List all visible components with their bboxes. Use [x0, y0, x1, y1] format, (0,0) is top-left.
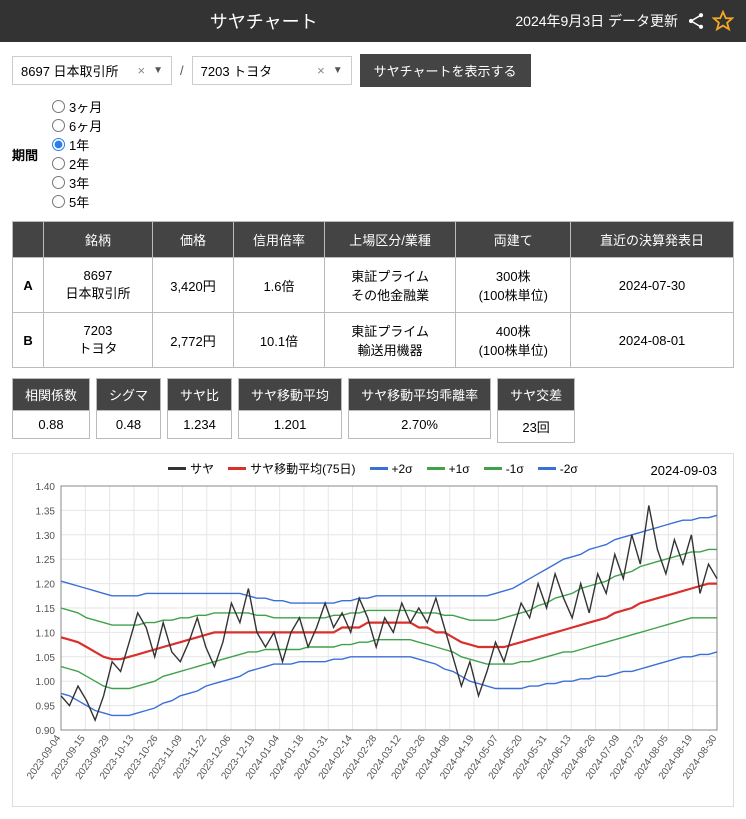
chevron-down-icon: ▼ — [153, 65, 163, 76]
table-header: 信用倍率 — [234, 222, 325, 258]
clear-icon[interactable]: × — [138, 63, 146, 78]
header-icons — [686, 10, 734, 32]
divider-slash: / — [180, 63, 184, 78]
stat-header: サヤ交差 — [497, 378, 575, 411]
period-option[interactable]: 3年 — [52, 173, 102, 192]
legend-item: サヤ移動平均(75日) — [228, 460, 355, 477]
stat-header: サヤ移動平均乖離率 — [348, 378, 491, 411]
table-cell: 10.1倍 — [234, 313, 325, 368]
table-header: 上場区分/業種 — [324, 222, 456, 258]
table-cell: 300株(100株単位) — [456, 258, 571, 313]
app-header: サヤチャート 2024年9月3日 データ更新 — [0, 0, 746, 42]
data-update-label: 2024年9月3日 データ更新 — [515, 11, 678, 31]
stock-a-value: 8697 日本取引所 — [21, 61, 130, 80]
table-cell: B — [13, 313, 44, 368]
stat-box: サヤ移動平均1.201 — [238, 378, 342, 443]
table-cell: 2024-07-30 — [571, 258, 734, 313]
table-row: B7203トヨタ2,772円10.1倍東証プライム輸送用機器400株(100株単… — [13, 313, 734, 368]
table-cell: 3,420円 — [152, 258, 233, 313]
stat-value: 2.70% — [348, 411, 491, 439]
chevron-down-icon: ▼ — [333, 65, 343, 76]
stock-selector-row: 8697 日本取引所 × ▼ / 7203 トヨタ × ▼ サヤチャートを表示す… — [12, 54, 734, 87]
page-title: サヤチャート — [12, 8, 515, 34]
svg-text:1.00: 1.00 — [36, 677, 56, 688]
stat-box: 相関係数0.88 — [12, 378, 90, 443]
stat-box: サヤ移動平均乖離率2.70% — [348, 378, 491, 443]
svg-text:1.10: 1.10 — [36, 628, 56, 639]
stat-header: サヤ比 — [167, 378, 232, 411]
table-cell: 8697日本取引所 — [44, 258, 153, 313]
stat-value: 1.234 — [167, 411, 232, 439]
period-option[interactable]: 3ヶ月 — [52, 97, 102, 116]
svg-text:1.25: 1.25 — [36, 555, 56, 566]
svg-text:1.35: 1.35 — [36, 506, 56, 517]
table-header: 銘柄 — [44, 222, 153, 258]
share-icon[interactable] — [686, 11, 706, 31]
table-cell: 2,772円 — [152, 313, 233, 368]
table-cell: 1.6倍 — [234, 258, 325, 313]
legend-item: -1σ — [484, 460, 524, 477]
clear-icon[interactable]: × — [317, 63, 325, 78]
table-cell: 東証プライム輸送用機器 — [324, 313, 456, 368]
period-option[interactable]: 5年 — [52, 192, 102, 211]
stat-box: サヤ交差23回 — [497, 378, 575, 443]
legend-item: -2σ — [538, 460, 578, 477]
stock-b-select[interactable]: 7203 トヨタ × ▼ — [192, 56, 352, 85]
table-header: 価格 — [152, 222, 233, 258]
legend-item: +2σ — [370, 460, 413, 477]
table-row: A8697日本取引所3,420円1.6倍東証プライムその他金融業300株(100… — [13, 258, 734, 313]
saya-chart: 0.900.951.001.051.101.151.201.251.301.35… — [19, 480, 727, 800]
table-cell: A — [13, 258, 44, 313]
show-chart-button[interactable]: サヤチャートを表示する — [360, 54, 531, 87]
stock-info-table: 銘柄価格信用倍率上場区分/業種両建て直近の決算発表日 A8697日本取引所3,4… — [12, 221, 734, 368]
svg-text:1.20: 1.20 — [36, 580, 56, 591]
svg-text:1.05: 1.05 — [36, 653, 56, 664]
period-label: 期間 — [12, 145, 38, 164]
chart-container: サヤサヤ移動平均(75日)+2σ+1σ-1σ-2σ 2024-09-03 0.9… — [12, 453, 734, 807]
stat-value: 1.201 — [238, 411, 342, 439]
legend-item: サヤ — [168, 460, 214, 477]
period-option[interactable]: 6ヶ月 — [52, 116, 102, 135]
stat-header: サヤ移動平均 — [238, 378, 342, 411]
stat-box: サヤ比1.234 — [167, 378, 232, 443]
table-cell: 400株(100株単位) — [456, 313, 571, 368]
period-option[interactable]: 1年 — [52, 135, 102, 154]
svg-text:0.95: 0.95 — [36, 702, 56, 713]
svg-text:1.30: 1.30 — [36, 531, 56, 542]
stat-value: 0.48 — [96, 411, 161, 439]
table-cell: 2024-08-01 — [571, 313, 734, 368]
stat-value: 23回 — [497, 411, 575, 443]
stat-header: 相関係数 — [12, 378, 90, 411]
stats-row: 相関係数0.88シグマ0.48サヤ比1.234サヤ移動平均1.201サヤ移動平均… — [12, 378, 734, 443]
legend-item: +1σ — [427, 460, 470, 477]
table-header — [13, 222, 44, 258]
svg-text:1.40: 1.40 — [36, 482, 56, 493]
stat-box: シグマ0.48 — [96, 378, 161, 443]
table-cell: 東証プライムその他金融業 — [324, 258, 456, 313]
table-header: 直近の決算発表日 — [571, 222, 734, 258]
svg-text:1.15: 1.15 — [36, 604, 56, 615]
stat-value: 0.88 — [12, 411, 90, 439]
period-selector: 期間 3ヶ月6ヶ月1年2年3年5年 — [12, 97, 734, 211]
stock-a-select[interactable]: 8697 日本取引所 × ▼ — [12, 56, 172, 85]
stat-header: シグマ — [96, 378, 161, 411]
period-option[interactable]: 2年 — [52, 154, 102, 173]
stock-b-value: 7203 トヨタ — [201, 61, 310, 80]
star-icon[interactable] — [712, 10, 734, 32]
table-header: 両建て — [456, 222, 571, 258]
table-cell: 7203トヨタ — [44, 313, 153, 368]
